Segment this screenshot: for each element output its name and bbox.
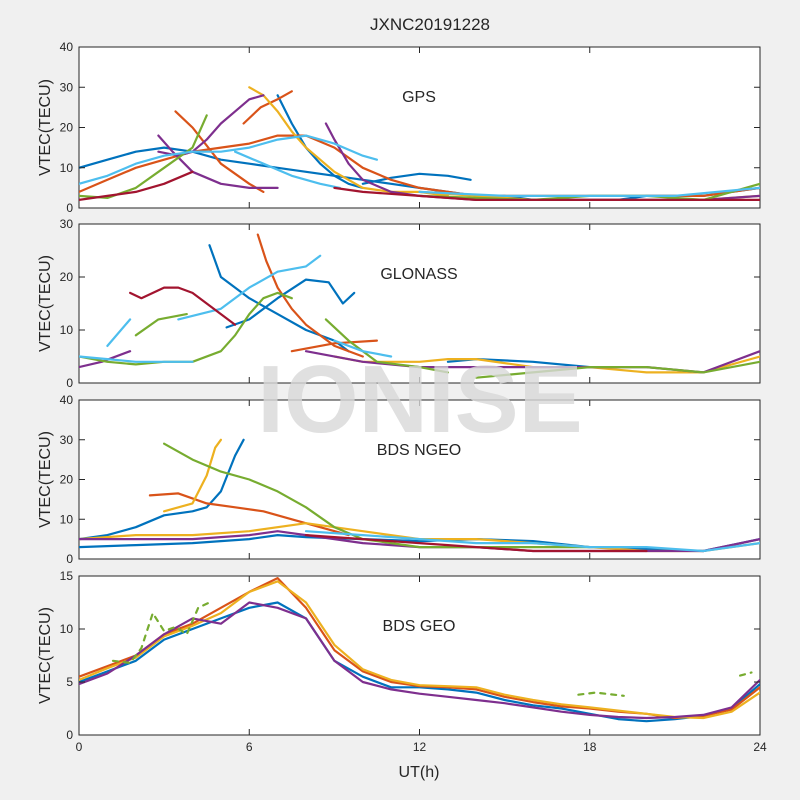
y-tick-label: 15 bbox=[60, 569, 74, 583]
x-tick-label: 24 bbox=[753, 740, 767, 754]
plot-area-gps bbox=[78, 46, 761, 209]
series-line-glonass-4 bbox=[256, 233, 364, 358]
series-line-glonass-12 bbox=[134, 313, 188, 337]
series-line-bds-ngeo-9 bbox=[304, 533, 648, 553]
series-line-bds-geo-3 bbox=[79, 580, 760, 720]
series-line-glonass-17 bbox=[129, 286, 237, 326]
plot-area-bds-geo bbox=[78, 575, 761, 736]
series-group-bds-ngeo bbox=[79, 438, 760, 553]
series-group-gps bbox=[79, 86, 760, 201]
series-line-bds-ngeo-8 bbox=[304, 530, 760, 553]
y-axis-label-bds-ngeo: VTEC(TECU) bbox=[37, 431, 54, 528]
series-line-bds-geo-5 bbox=[111, 601, 211, 665]
series-line-glonass-9 bbox=[79, 291, 293, 366]
series-line-glonass-13 bbox=[177, 254, 322, 321]
series-line-gps-10 bbox=[157, 134, 279, 189]
panels-group: 0 10 20 30 40 VTEC(TECU) GPS 0 10 20 30 VTEC(TECU) G… bbox=[37, 40, 767, 754]
series-line-glonass-11 bbox=[475, 360, 760, 379]
y-axis-label-glonass: VTEC(TECU) bbox=[37, 255, 54, 352]
series-line-gps-5 bbox=[174, 110, 265, 193]
plot-area-glonass bbox=[78, 223, 761, 384]
x-tick-label: 0 bbox=[76, 740, 83, 754]
series-line-glonass-10 bbox=[324, 318, 449, 374]
y-tick-label: 0 bbox=[66, 201, 73, 215]
y-tick-label: 10 bbox=[60, 161, 74, 175]
series-line-glonass-14 bbox=[79, 355, 194, 363]
series-line-bds-ngeo-1 bbox=[79, 438, 245, 541]
y-tick-label: 10 bbox=[60, 512, 74, 526]
figure-title: JXNC20191228 bbox=[370, 15, 490, 34]
series-group-bds-geo bbox=[79, 576, 760, 723]
series-line-bds-geo-6 bbox=[577, 691, 625, 697]
y-tick-label: 0 bbox=[66, 376, 73, 390]
series-line-glonass-3 bbox=[446, 358, 591, 369]
panel-label-bds-ngeo: BDS NGEO bbox=[377, 442, 461, 459]
y-tick-label: 30 bbox=[60, 217, 74, 231]
y-tick-label: 0 bbox=[66, 728, 73, 742]
y-tick-label: 30 bbox=[60, 80, 74, 94]
x-tick-label: 6 bbox=[246, 740, 253, 754]
y-tick-label: 40 bbox=[60, 393, 74, 407]
series-line-gps-17 bbox=[79, 170, 194, 201]
series-line-glonass-2 bbox=[225, 278, 356, 329]
series-group-glonass bbox=[79, 233, 760, 379]
series-line-gps-3 bbox=[361, 172, 472, 185]
y-axis-label-bds-geo: VTEC(TECU) bbox=[37, 607, 54, 704]
series-line-glonass-5 bbox=[290, 339, 378, 353]
series-line-glonass-15 bbox=[106, 318, 132, 347]
series-line-glonass-16 bbox=[333, 339, 393, 358]
y-tick-label: 20 bbox=[60, 270, 74, 284]
x-tick-label: 18 bbox=[583, 740, 597, 754]
y-axis-label-gps: VTEC(TECU) bbox=[37, 79, 54, 176]
panel-label-glonass: GLONASS bbox=[380, 266, 457, 283]
series-line-gps-2 bbox=[276, 94, 364, 189]
series-line-bds-geo-7 bbox=[738, 671, 753, 677]
panel-label-bds-geo: BDS GEO bbox=[383, 618, 456, 635]
panel-bds-ngeo: 0 10 20 30 40 VTEC(TECU) BDS NGEO bbox=[37, 393, 761, 566]
series-line-gps-16 bbox=[418, 186, 760, 197]
panel-gps: 0 10 20 30 40 VTEC(TECU) GPS bbox=[37, 40, 761, 215]
series-line-gps-14 bbox=[79, 134, 378, 185]
y-tick-label: 5 bbox=[66, 675, 73, 689]
panel-glonass: 0 10 20 30 VTEC(TECU) GLONASS bbox=[37, 217, 761, 390]
watermark: IONISE bbox=[257, 346, 582, 453]
panel-bds-geo: 0 6 12 18 24 0 5 10 15 VTEC(TECU) BDS GEO bbox=[37, 569, 767, 754]
x-tick-label: 12 bbox=[413, 740, 427, 754]
y-tick-label: 10 bbox=[60, 323, 74, 337]
series-line-gps-18 bbox=[333, 186, 760, 201]
y-tick-label: 0 bbox=[66, 552, 73, 566]
y-tick-label: 40 bbox=[60, 40, 74, 54]
series-line-gps-15 bbox=[234, 150, 342, 189]
y-tick-label: 20 bbox=[60, 121, 74, 135]
series-line-bds-ngeo-4 bbox=[163, 438, 222, 513]
series-line-gps-7 bbox=[248, 86, 449, 197]
y-tick-label: 20 bbox=[60, 473, 74, 487]
x-axis-label: UT(h) bbox=[399, 764, 440, 781]
panel-label-gps: GPS bbox=[402, 89, 436, 106]
y-tick-label: 30 bbox=[60, 433, 74, 447]
series-line-bds-ngeo-3 bbox=[148, 492, 350, 537]
plot-area-bds-ngeo bbox=[78, 399, 761, 560]
y-tick-label: 10 bbox=[60, 622, 74, 636]
